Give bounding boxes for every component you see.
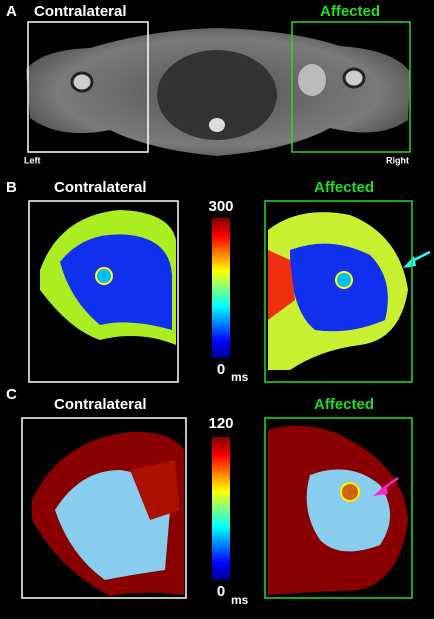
- colorbar-min: 0: [217, 361, 225, 378]
- mri-bone: [342, 67, 366, 89]
- side-label: Right: [386, 155, 409, 165]
- image-frame: [264, 417, 413, 599]
- panel-label: C: [6, 386, 17, 403]
- panel-b: B Contralateral Affected 300 0 ms: [6, 179, 431, 384]
- panel-title: Affected: [314, 396, 374, 413]
- image-frame: [21, 417, 187, 599]
- panel-label: A: [6, 3, 17, 20]
- arrow-head: [373, 485, 388, 496]
- panel-title: Affected: [320, 3, 380, 20]
- image-frame: [28, 200, 179, 383]
- mri-bone: [70, 71, 94, 93]
- colorbar-max: 120: [208, 415, 233, 432]
- mri-edema: [298, 64, 326, 96]
- mri-spine: [209, 118, 225, 132]
- roi-box: [291, 21, 411, 153]
- t2-map: [60, 234, 172, 330]
- t1-map: [130, 460, 180, 520]
- panel-label: B: [6, 179, 17, 196]
- colorbar: [212, 437, 230, 580]
- t2-map: [268, 250, 295, 320]
- colorbar-min: 0: [217, 583, 225, 600]
- colorbar-max: 300: [208, 198, 233, 215]
- arrow-head: [403, 256, 416, 268]
- t1-map: [306, 469, 390, 552]
- colorbar-unit: ms: [231, 593, 249, 607]
- panel-c: C Contralateral Affected 120 0 ms: [6, 386, 413, 607]
- image-frame: [264, 200, 413, 383]
- roi-box: [27, 21, 149, 153]
- mri-chest: [157, 50, 277, 140]
- panel-title: Contralateral: [34, 3, 127, 20]
- colorbar: [212, 218, 230, 358]
- panel-title: Contralateral: [54, 179, 147, 196]
- t2-bone: [335, 271, 353, 289]
- t2-bone: [95, 267, 113, 285]
- colorbar-unit: ms: [231, 370, 249, 384]
- t1-bone: [340, 482, 360, 502]
- panel-title: Affected: [314, 179, 374, 196]
- side-label: Left: [24, 155, 41, 165]
- panel-a: A Contralateral Affected Left Right: [6, 3, 411, 165]
- panel-title: Contralateral: [54, 396, 147, 413]
